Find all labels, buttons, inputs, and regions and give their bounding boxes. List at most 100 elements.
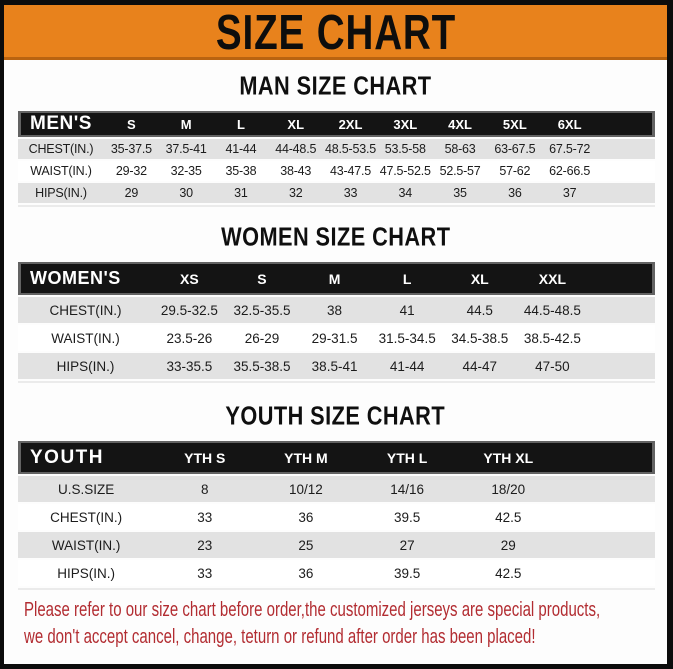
size-value: 35 (432, 183, 488, 203)
size-value: 41-44 (370, 353, 444, 379)
table-row: HIPS(IN.) 29 30 31 32 33 34 35 36 37 (18, 183, 655, 203)
man-size-table: MEN'S S M L XL 2XL 3XL 4XL 5XL 6XL CHEST(IN.) 35-37… (18, 109, 655, 205)
youth-size-table-wrap: YOUTH YTH S YTH M YTH L YTH XL U.S.SIZE 8 10/12… (18, 439, 655, 588)
size-value: 36 (255, 560, 357, 586)
size-value: 44.5 (443, 297, 517, 323)
size-column-header: YTH L (356, 441, 458, 474)
table-row: WAIST(IN.) 29-32 32-35 35-38 38-43 43-47.5 47.… (18, 161, 655, 181)
size-value: 39.5 (356, 504, 458, 530)
size-value: 38-43 (268, 161, 324, 181)
size-value: 29 (457, 532, 559, 558)
size-column-header: 5XL (487, 111, 543, 137)
size-value: 62-66.5 (542, 161, 598, 181)
size-value: 37 (542, 183, 598, 203)
size-value (558, 504, 655, 530)
size-value: 38.5-41 (298, 353, 371, 379)
measurement-row-label: HIPS(IN.) (18, 560, 155, 586)
size-value: 63-67.5 (487, 139, 543, 159)
size-value: 29-32 (103, 161, 159, 181)
size-value: 47-50 (516, 353, 589, 379)
size-value: 39.5 (356, 560, 458, 586)
size-value: 42.5 (457, 560, 559, 586)
disclaimer-line-1: Please refer to our size chart before or… (24, 599, 601, 621)
size-value: 32.5-35.5 (225, 297, 299, 323)
size-value: 29 (103, 183, 159, 203)
table-row: WAIST(IN.) 23.5-26 26-29 29-31.5 31.5-34.5 34… (18, 325, 655, 351)
table-row: CHEST(IN.) 33 36 39.5 42.5 (18, 504, 655, 530)
size-value: 41-44 (213, 139, 269, 159)
size-value: 31 (213, 183, 269, 203)
size-column-header: 4XL (432, 111, 488, 137)
size-value: 47.5-52.5 (377, 161, 433, 181)
size-column-header (588, 262, 655, 295)
table-row: WAIST(IN.) 23 25 27 29 (18, 532, 655, 558)
size-value: 8 (154, 476, 256, 502)
size-column-header: 3XL (377, 111, 433, 137)
size-column-header: L (370, 262, 444, 295)
size-value: 36 (255, 504, 357, 530)
size-column-header: 2XL (323, 111, 378, 137)
measurement-row-label: HIPS(IN.) (18, 353, 154, 379)
order-disclaimer: Please refer to our size chart before or… (24, 597, 667, 651)
size-value: 33 (154, 504, 256, 530)
size-column-header: XS (153, 262, 226, 295)
table-row: CHEST(IN.) 29.5-32.5 32.5-35.5 38 41 44.5 44.5… (18, 297, 655, 323)
size-value (597, 183, 655, 203)
size-value: 29-31.5 (298, 325, 371, 351)
size-value: 67.5-72 (542, 139, 598, 159)
size-value: 37.5-41 (158, 139, 214, 159)
size-column-header (558, 441, 655, 474)
size-value: 18/20 (457, 476, 559, 502)
measurement-row-label: CHEST(IN.) (18, 504, 155, 530)
measurement-row-label: HIPS(IN.) (18, 183, 104, 203)
table-row: CHEST(IN.) 35-37.5 37.5-41 41-44 44-48.5 48.5… (18, 139, 655, 159)
measurement-row-label: U.S.SIZE (18, 476, 155, 502)
size-value: 42.5 (457, 504, 559, 530)
size-value: 23 (154, 532, 256, 558)
table-row: U.S.SIZE 8 10/12 14/16 18/20 (18, 476, 655, 502)
table-label-header: MEN'S (18, 111, 104, 137)
size-value (597, 139, 655, 159)
size-value (588, 353, 655, 379)
size-value: 34 (377, 183, 433, 203)
size-column-header (597, 111, 655, 137)
size-value: 34.5-38.5 (443, 325, 517, 351)
size-value: 32 (268, 183, 324, 203)
size-value: 35-37.5 (103, 139, 159, 159)
size-value: 43-47.5 (323, 161, 378, 181)
man-size-table-wrap: MEN'S S M L XL 2XL 3XL 4XL 5XL 6XL CHEST(IN.) 35-37… (18, 109, 655, 205)
size-value: 44-47 (443, 353, 517, 379)
table-label-header: YOUTH (18, 441, 155, 474)
size-column-header: XL (443, 262, 517, 295)
size-value: 44.5-48.5 (516, 297, 589, 323)
size-chart-page: SIZE CHART MAN SIZE CHART MEN'S S M L XL 2XL 3… (4, 5, 667, 664)
size-value: 36 (487, 183, 543, 203)
size-value: 29.5-32.5 (153, 297, 226, 323)
size-column-header: S (225, 262, 299, 295)
size-column-header: M (158, 111, 214, 137)
size-value: 38.5-42.5 (516, 325, 589, 351)
size-column-header: YTH S (154, 441, 256, 474)
table-row: HIPS(IN.) 33-35.5 35.5-38.5 38.5-41 41-44 44-… (18, 353, 655, 379)
size-column-header: XXL (516, 262, 589, 295)
disclaimer-line-2: we don't accept cancel, change, teturn o… (24, 626, 536, 648)
size-value: 35-38 (213, 161, 269, 181)
women-size-table: WOMEN'S XS S M L XL XXL CHEST(IN.) 29.5-32.5 32.5… (18, 260, 655, 381)
size-value: 48.5-53.5 (323, 139, 378, 159)
size-value: 32-35 (158, 161, 214, 181)
measurement-row-label: CHEST(IN.) (18, 297, 154, 323)
size-column-header: YTH M (255, 441, 357, 474)
size-value: 33 (323, 183, 378, 203)
size-value (558, 532, 655, 558)
man-size-chart-section: MAN SIZE CHART MEN'S S M L XL 2XL 3XL 4XL 5XL 6XL… (4, 71, 667, 205)
man-size-chart-title: MAN SIZE CHART (239, 71, 432, 101)
measurement-row-label: WAIST(IN.) (18, 325, 154, 351)
size-value: 30 (158, 183, 214, 203)
size-value: 44-48.5 (268, 139, 324, 159)
table-row: HIPS(IN.) 33 36 39.5 42.5 (18, 560, 655, 586)
size-value: 38 (298, 297, 371, 323)
size-value: 33-35.5 (153, 353, 226, 379)
size-value (558, 560, 655, 586)
size-chart-banner-title: SIZE CHART (215, 5, 456, 60)
